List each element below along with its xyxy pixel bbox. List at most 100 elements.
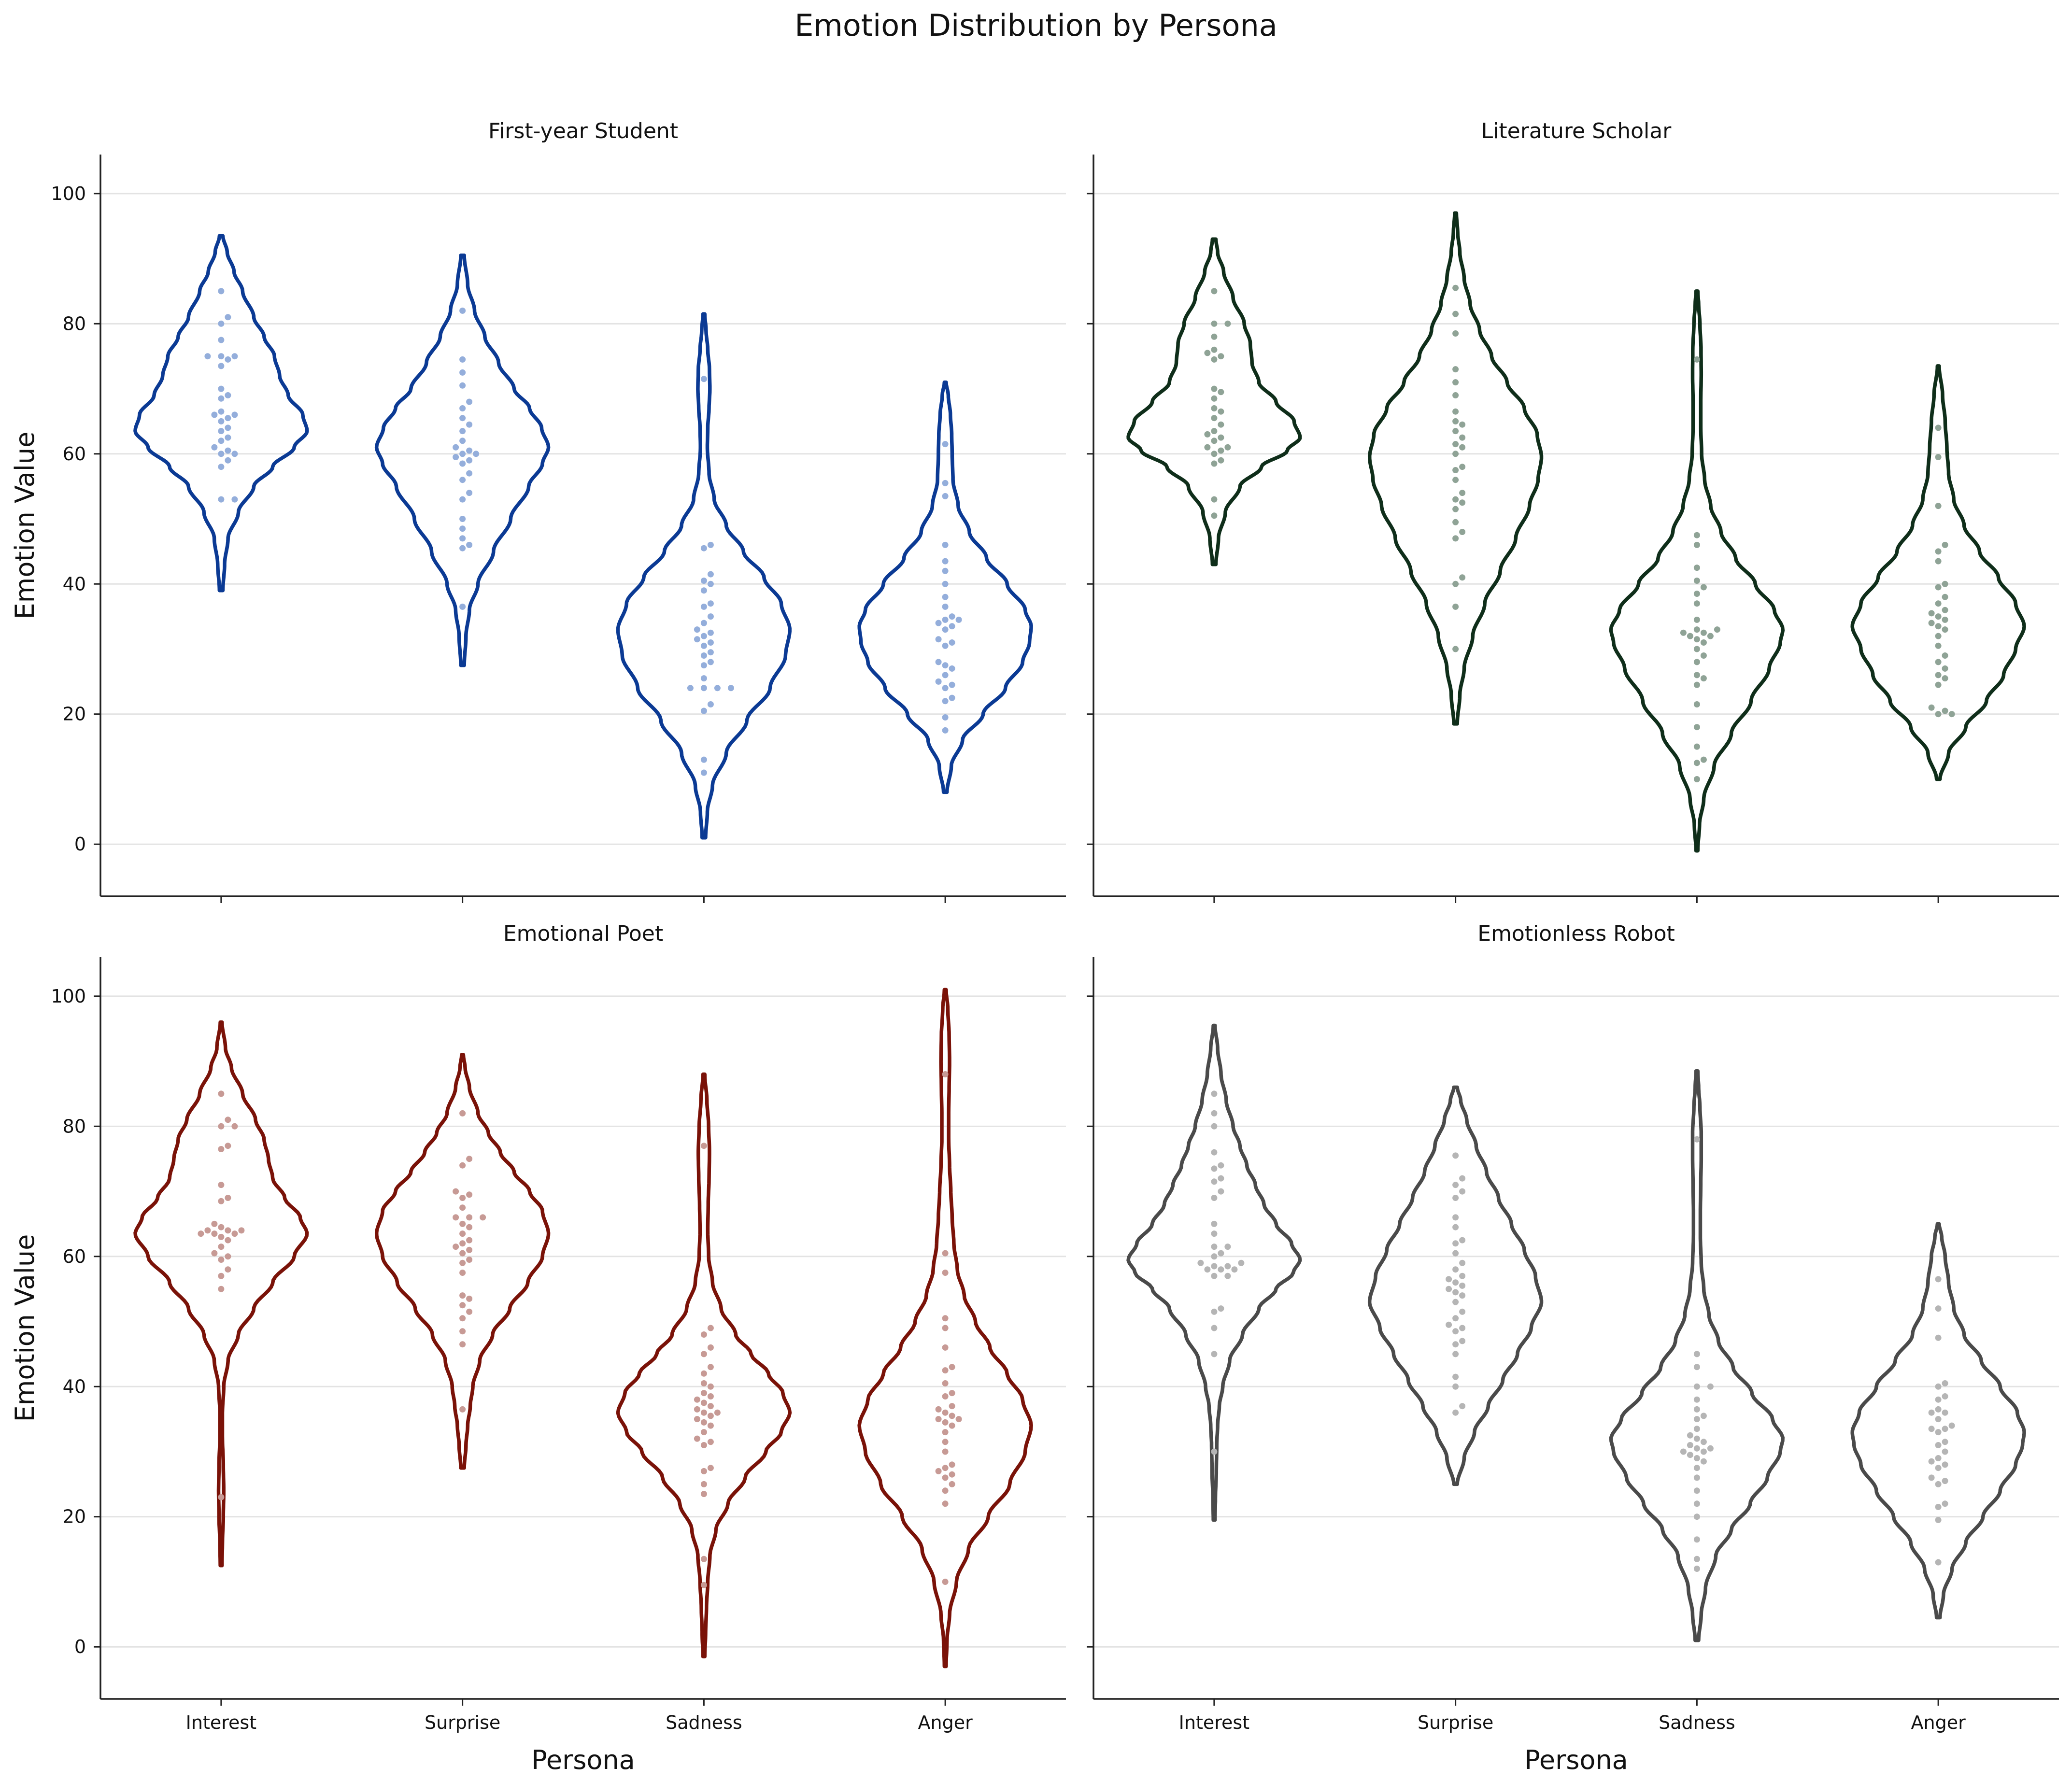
x-tick-label: Anger <box>918 1712 973 1733</box>
violin-outline <box>616 1072 792 1659</box>
data-point <box>453 454 459 460</box>
data-point <box>1693 646 1700 652</box>
data-point <box>1459 490 1466 496</box>
data-point <box>1942 1409 1948 1416</box>
data-point <box>218 496 225 503</box>
data-point <box>942 1250 949 1257</box>
data-point <box>700 685 707 692</box>
data-point <box>942 1325 949 1331</box>
data-point <box>218 1146 225 1152</box>
data-point <box>949 623 955 630</box>
data-point <box>1942 541 1948 548</box>
data-point <box>225 1227 231 1234</box>
data-point <box>1693 565 1700 571</box>
data-point <box>707 613 714 620</box>
data-point <box>1452 428 1459 435</box>
data-point <box>466 447 473 454</box>
data-point <box>1680 629 1687 636</box>
data-point <box>1452 646 1459 652</box>
data-point <box>942 1448 949 1455</box>
data-point <box>1693 1351 1700 1357</box>
data-point <box>1935 454 1942 460</box>
data-point <box>942 1474 949 1481</box>
data-point <box>1700 1458 1707 1465</box>
data-point <box>218 1224 225 1230</box>
y-tick-label: 60 <box>63 443 86 465</box>
data-point <box>211 411 218 418</box>
y-tick-label: 40 <box>63 1376 86 1397</box>
data-point <box>466 490 473 496</box>
data-point <box>707 571 714 578</box>
data-point <box>1693 541 1700 548</box>
data-point <box>1693 1435 1700 1442</box>
data-point <box>949 1461 955 1468</box>
data-point <box>1218 1175 1224 1182</box>
data-point <box>942 567 949 574</box>
data-point <box>1928 1458 1935 1465</box>
data-point <box>700 769 707 776</box>
data-point <box>466 1246 473 1253</box>
data-point <box>1459 1308 1466 1315</box>
data-point <box>1446 1276 1452 1283</box>
data-point <box>1693 1487 1700 1494</box>
data-point <box>1211 1351 1218 1357</box>
data-point <box>949 1413 955 1419</box>
data-point <box>1452 580 1459 587</box>
data-point <box>466 1156 473 1162</box>
data-point <box>1459 444 1466 451</box>
data-point <box>466 1237 473 1244</box>
data-point <box>1687 1452 1693 1458</box>
x-axis-label: Persona <box>1524 1745 1628 1775</box>
data-point <box>700 1380 707 1386</box>
data-point <box>1218 408 1224 415</box>
data-point <box>1211 405 1218 411</box>
y-axis-label: Emotion Value <box>10 432 40 620</box>
data-point <box>1928 620 1935 626</box>
data-point <box>1452 1182 1459 1188</box>
data-point <box>225 1143 231 1149</box>
violin-outline <box>1609 1069 1785 1642</box>
violin-surprise <box>374 254 551 667</box>
data-point <box>453 1214 459 1221</box>
data-point <box>942 1393 949 1399</box>
data-point <box>694 1406 700 1413</box>
violin-outline <box>1367 211 1544 726</box>
data-point <box>1452 311 1459 317</box>
data-point <box>225 1237 231 1244</box>
data-point <box>218 1233 225 1240</box>
data-point <box>1935 584 1942 591</box>
data-point <box>727 685 734 692</box>
data-point <box>218 395 225 402</box>
data-point <box>459 1220 466 1227</box>
data-point <box>1211 395 1218 402</box>
data-point <box>211 444 218 451</box>
data-point <box>942 1487 949 1494</box>
data-point <box>453 1188 459 1195</box>
data-point <box>1452 496 1459 503</box>
panel-2: Literature Scholar <box>1087 119 2059 903</box>
data-point <box>1942 594 1948 600</box>
data-point <box>1693 1445 1700 1452</box>
data-point <box>1942 626 1948 633</box>
data-point <box>1459 1338 1466 1344</box>
data-point <box>1446 1321 1452 1328</box>
data-point <box>231 353 238 360</box>
data-point <box>942 1270 949 1276</box>
data-point <box>1452 1373 1459 1380</box>
violin-interest <box>1126 237 1302 566</box>
data-point <box>1211 428 1218 435</box>
data-point <box>700 1481 707 1487</box>
data-point <box>459 525 466 532</box>
data-point <box>942 480 949 486</box>
data-point <box>1211 1325 1218 1331</box>
data-point <box>459 1230 466 1237</box>
data-point <box>459 516 466 522</box>
data-point <box>225 457 231 464</box>
violin-outline <box>374 1053 551 1470</box>
data-point <box>1700 584 1707 591</box>
data-point <box>707 639 714 646</box>
data-point <box>1211 1110 1218 1117</box>
data-point <box>1452 451 1459 457</box>
data-point <box>1948 711 1955 718</box>
data-point <box>453 444 459 451</box>
